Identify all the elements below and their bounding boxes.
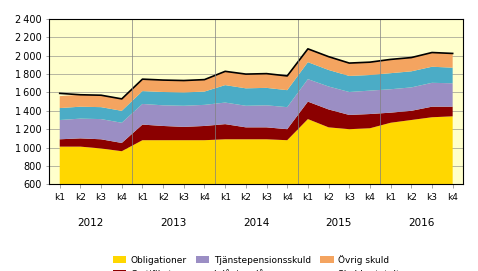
Legend: Obligationer, Certifikat, Tjänstepensionsskuld, Inlåning, lån, Övrig skuld, Skul: Obligationer, Certifikat, Tjänstepension… — [109, 251, 403, 271]
Text: 2012: 2012 — [77, 218, 104, 228]
Text: 2016: 2016 — [409, 218, 435, 228]
Text: 2013: 2013 — [160, 218, 187, 228]
Text: 2014: 2014 — [243, 218, 270, 228]
Text: 2015: 2015 — [326, 218, 352, 228]
